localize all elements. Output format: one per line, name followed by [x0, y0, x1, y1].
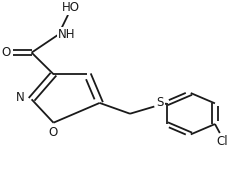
Text: O: O	[1, 46, 11, 59]
Text: O: O	[49, 126, 58, 139]
Text: N: N	[16, 91, 25, 104]
Text: HO: HO	[61, 1, 79, 14]
Text: NH: NH	[58, 28, 76, 41]
Text: Cl: Cl	[217, 135, 228, 148]
Text: S: S	[157, 96, 164, 108]
